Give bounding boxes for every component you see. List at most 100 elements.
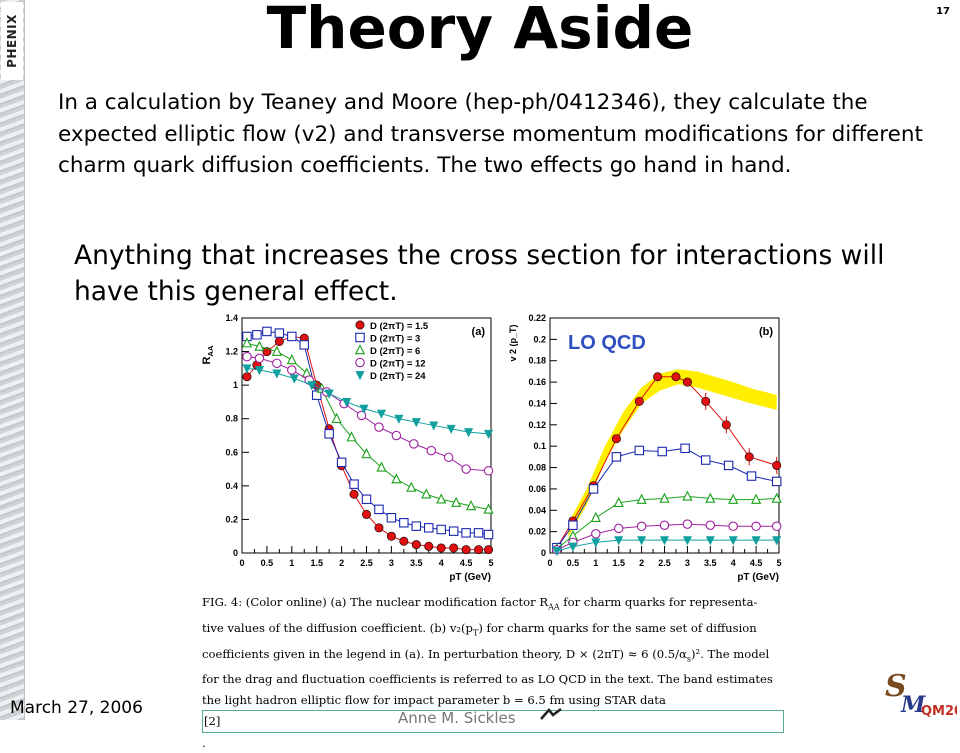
x-tick-label: 3.5: [410, 558, 423, 568]
data-point: [483, 503, 494, 514]
data-point: [436, 493, 447, 504]
data-point: [682, 519, 693, 529]
y-tick-label: 0.02: [528, 527, 546, 537]
data-point: [376, 461, 387, 472]
data-point: [386, 513, 397, 523]
data-point: [636, 536, 647, 546]
data-point: [399, 518, 409, 528]
x-tick-label: 2.5: [360, 558, 373, 568]
data-point: [289, 374, 299, 384]
data-point: [771, 492, 782, 503]
figure-caption: FIG. 4: (Color online) (a) The nuclear m…: [202, 592, 784, 753]
data-point: [728, 521, 738, 532]
legend-label: D (2πT) = 1.5: [370, 321, 429, 332]
x-tick-label: 1: [289, 558, 294, 568]
data-point: [568, 542, 578, 552]
v2-chart: 0 0.5 1 1.5 2 2.5 3 3.5 4 4.5 5 0 0.02 0.04 0.06 0.08 0.…: [508, 313, 782, 583]
data-point: [474, 545, 484, 555]
legend-label: D (2πT) = 3: [370, 334, 420, 345]
data-point: [461, 464, 471, 474]
svg-text:QM2006: QM2006: [921, 704, 957, 718]
data-point: [721, 420, 731, 430]
x-tick-label: 1.5: [310, 558, 323, 568]
data-point: [409, 439, 419, 449]
series-line: [246, 330, 489, 536]
caption-line-1: FIG. 4: (Color online) (a) The nuclear m…: [202, 595, 758, 612]
data-point: [443, 452, 454, 463]
data-point: [274, 328, 285, 338]
y-tick-label: 0: [233, 548, 238, 558]
data-point: [274, 336, 284, 346]
data-point: [341, 397, 352, 408]
data-point: [705, 520, 716, 530]
data-point: [272, 358, 282, 369]
data-point: [751, 521, 761, 532]
caption-line-2: tive values of the diffusion coefficient…: [202, 620, 757, 638]
data-point: [421, 488, 432, 499]
data-point: [484, 545, 494, 555]
x-tick-label: 4.5: [750, 558, 763, 568]
y-tick-label: 0.8: [225, 414, 238, 424]
data-point: [461, 545, 471, 555]
phenix-logo: PHENIX: [1, 2, 23, 80]
data-point: [659, 520, 670, 530]
y-tick-label: 0.08: [528, 463, 546, 473]
qm2006-logo: S M QM2006: [881, 666, 957, 718]
slide-number: 17: [936, 6, 950, 17]
legend-label: D (2πT) = 6: [370, 346, 420, 357]
intro-paragraph: In a calculation by Teaney and Moore (he…: [58, 90, 923, 178]
data-point: [436, 543, 446, 553]
legend-label: D (2πT) = 12: [370, 359, 426, 370]
caption-line-4: for the drag and fluctuation coefficient…: [202, 672, 773, 687]
data-point: [590, 511, 601, 522]
data-point: [311, 390, 322, 400]
x-tick-label: 0: [239, 558, 244, 568]
panel-label: (a): [472, 326, 486, 338]
caption-line-3: coefficients given in the legend in (a).…: [202, 646, 770, 663]
data-point: [361, 448, 372, 459]
data-point: [254, 340, 265, 351]
y-tick-label: 0.2: [225, 514, 238, 524]
legend-marker: [355, 320, 365, 330]
x-tick-label: 3: [685, 558, 690, 568]
y-tick-label: 0.04: [528, 505, 546, 515]
data-point: [473, 528, 484, 538]
y-tick-label: 0.22: [528, 313, 546, 323]
data-point: [588, 484, 599, 494]
data-point: [386, 531, 396, 541]
y-tick-label: 0.18: [528, 356, 546, 366]
data-point: [406, 481, 417, 492]
data-point: [376, 409, 387, 419]
data-point: [723, 460, 734, 471]
data-point: [657, 446, 667, 457]
data-point: [242, 372, 252, 382]
x-axis-label: pT (GeV): [449, 572, 491, 583]
data-point: [611, 434, 621, 444]
data-point: [636, 493, 647, 504]
x-tick-label: 2: [639, 558, 644, 568]
data-point: [252, 330, 262, 340]
data-point: [374, 504, 384, 515]
data-point: [411, 540, 421, 550]
data-point: [324, 429, 334, 439]
x-tick-label: 2: [339, 558, 344, 568]
data-point: [653, 372, 663, 382]
data-point: [591, 529, 601, 539]
data-point: [426, 445, 436, 456]
series-1: [552, 443, 782, 553]
data-point: [451, 496, 462, 507]
svg-text:M: M: [900, 692, 926, 718]
data-point: [349, 479, 359, 489]
data-point: [614, 536, 624, 546]
y-axis-label: RAA: [201, 345, 215, 365]
x-tick-label: 0.5: [567, 558, 580, 568]
data-point: [552, 546, 562, 557]
data-point: [429, 421, 439, 431]
v2-chart-panel: 0 0.5 1 1.5 2 2.5 3 3.5 4 4.5 5 0 0.02 0.04 0.06 0.08 0.…: [500, 313, 792, 587]
y-tick-label: 0.16: [528, 377, 546, 387]
footer-author: Anne M. Sickles: [398, 709, 516, 727]
data-point: [465, 500, 477, 511]
series-4: [552, 536, 782, 557]
data-point: [634, 396, 644, 406]
x-tick-label: 0: [547, 558, 552, 568]
